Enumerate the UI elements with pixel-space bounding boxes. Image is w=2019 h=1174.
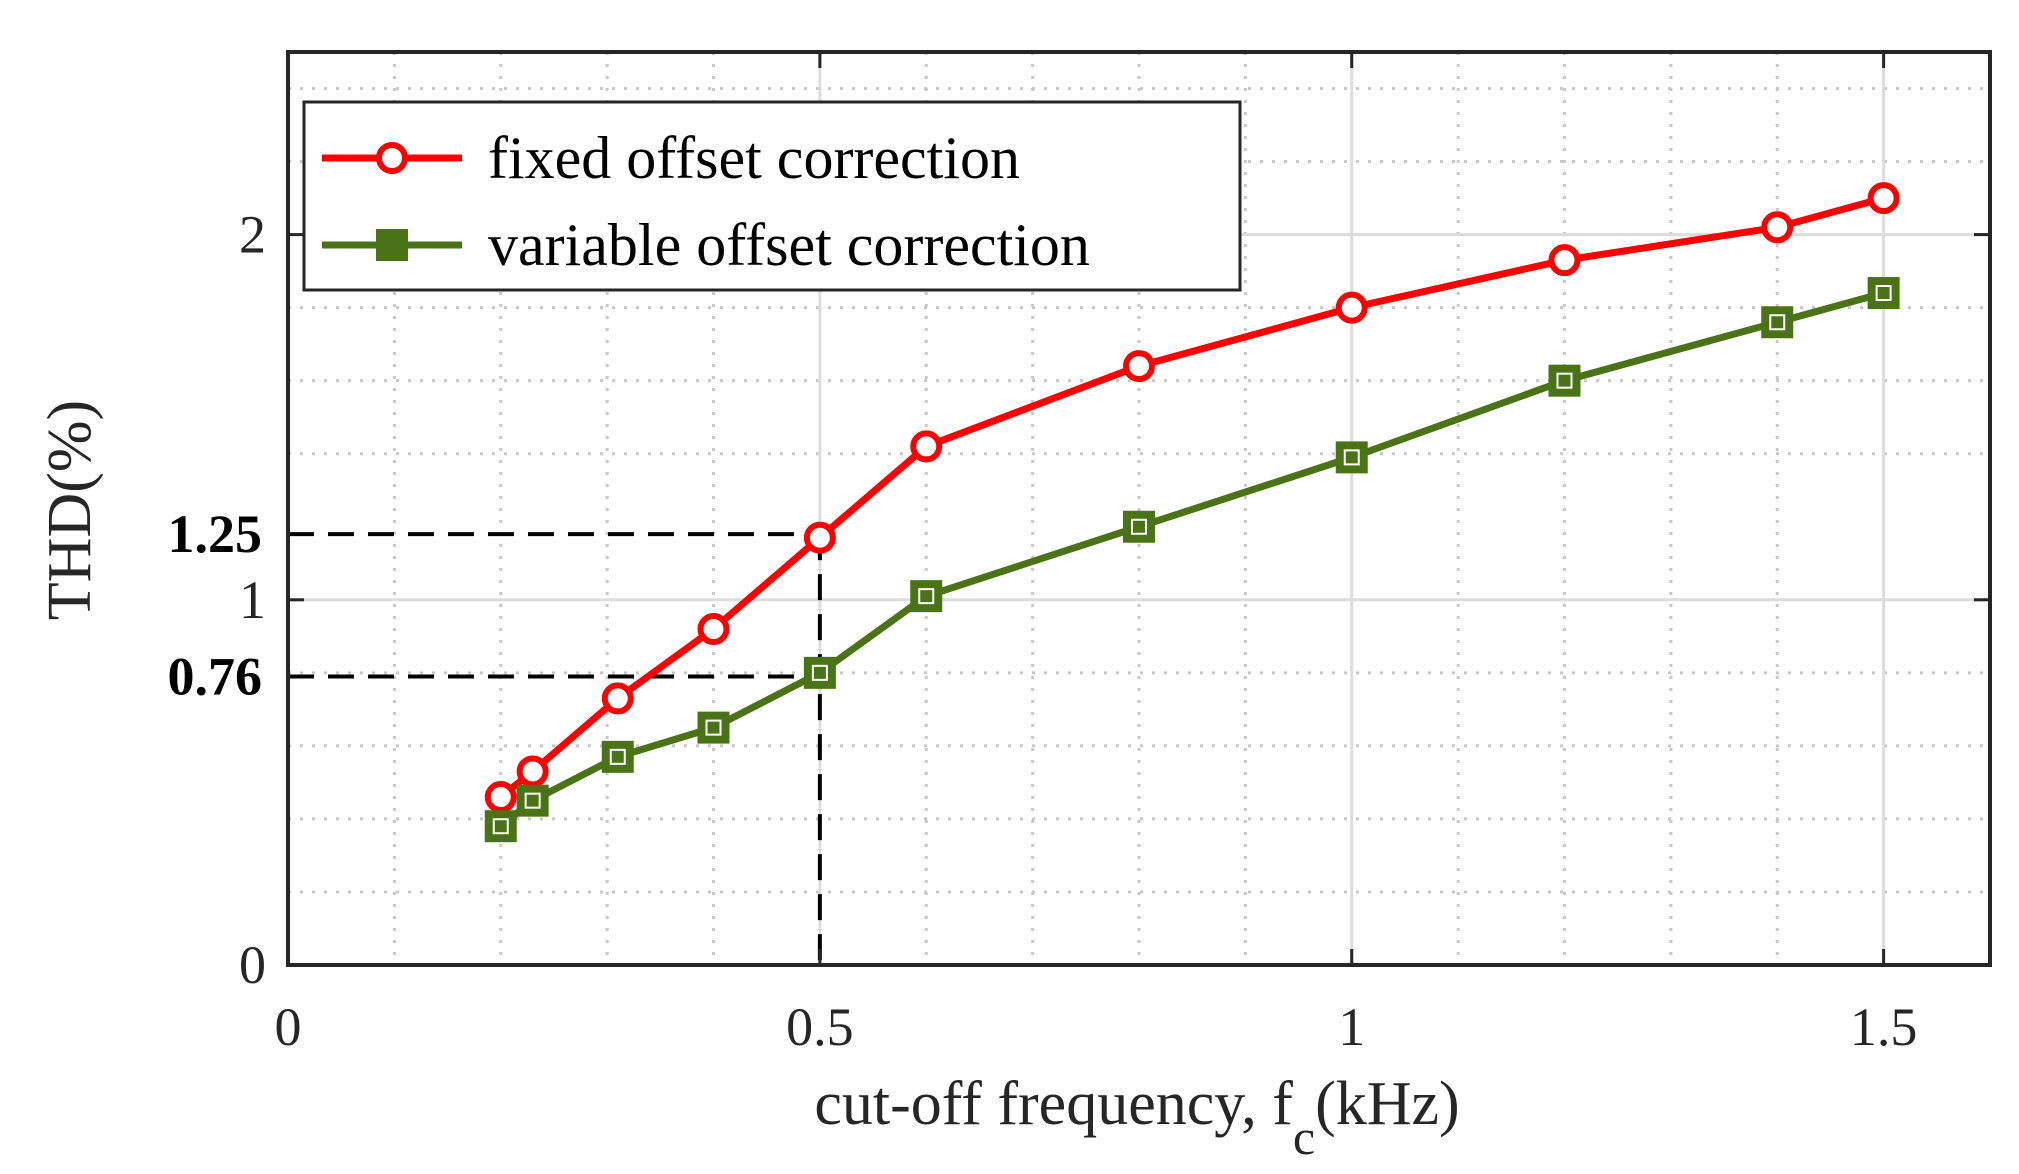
y-tick-labels: 0 1 2 [239, 205, 266, 995]
data-point-variable-inner [609, 748, 626, 765]
legend-box [302, 100, 1242, 292]
y-tick-label: 0 [239, 935, 266, 995]
data-point-variable-inner [1343, 449, 1360, 466]
data-point-fixed [1761, 211, 1794, 244]
x-tick-label: 1.5 [1850, 997, 1918, 1057]
data-point-variable [1123, 510, 1155, 543]
data-point-fixed [1867, 182, 1900, 215]
data-point-variable-inner [1556, 372, 1573, 389]
legend-marker-variable [376, 229, 408, 261]
data-point-variable-inner [705, 719, 722, 736]
data-point-variable-inner [1769, 314, 1786, 331]
data-point-fixed [803, 521, 836, 554]
data-point-fixed [484, 781, 517, 814]
axis-ticks [286, 52, 1990, 967]
x-tick-label: 1 [1338, 997, 1365, 1057]
annotation-labels: 1.25 0.76 [168, 504, 263, 706]
x-tick-label: 0 [275, 997, 302, 1057]
data-point-variable-inner [918, 588, 935, 605]
x-tick-labels: 0 0.5 1 1.5 [275, 997, 1918, 1057]
legend-label-fixed: fixed offset correction [488, 125, 1020, 191]
annotation-lines [288, 532, 822, 965]
data-point-variable-inner [524, 792, 541, 809]
legend-marker-fixed [376, 142, 408, 174]
data-point-variable [697, 711, 730, 744]
data-point-variable [484, 810, 517, 843]
y-tick-label: 2 [239, 205, 266, 265]
data-point-fixed [1335, 291, 1368, 324]
x-axis-title-subscript: c [1293, 1109, 1315, 1165]
data-point-variable-inner [1131, 518, 1147, 535]
series-layer [484, 182, 1900, 843]
annotation-label: 0.76 [168, 646, 263, 706]
data-point-fixed [516, 755, 549, 788]
data-point-variable-inner [811, 664, 828, 681]
data-point-variable-inner [492, 818, 509, 835]
data-point-variable [910, 580, 943, 613]
data-point-variable [516, 784, 549, 817]
data-point-variable [1761, 306, 1794, 339]
y-tick-label: 1 [239, 570, 266, 630]
data-point-variable [803, 656, 836, 689]
data-point-fixed [1548, 244, 1581, 277]
data-point-variable [1867, 277, 1900, 310]
data-point-variable [601, 740, 634, 773]
data-point-fixed [910, 430, 943, 463]
data-point-fixed [1123, 350, 1155, 383]
legend: fixed offset correction variable offset … [302, 100, 1242, 292]
data-point-variable-inner [1875, 285, 1892, 302]
x-axis-title-unit: (kHz) [1315, 1070, 1460, 1138]
data-point-variable [1548, 364, 1581, 397]
plot-area-frame [286, 50, 1992, 967]
x-axis-title: cut-off frequency, fc(kHz) [814, 1070, 1459, 1165]
y-axis-title: THD(%) [36, 400, 104, 620]
minor-grid [288, 52, 1990, 965]
legend-label-variable: variable offset correction [488, 212, 1090, 278]
data-point-fixed [601, 682, 634, 715]
x-tick-label: 0.5 [786, 997, 854, 1057]
annotation-label: 1.25 [168, 504, 263, 564]
data-point-variable [1335, 441, 1368, 474]
x-axis-title-main: cut-off frequency, f [814, 1070, 1293, 1138]
data-point-fixed [697, 613, 730, 646]
